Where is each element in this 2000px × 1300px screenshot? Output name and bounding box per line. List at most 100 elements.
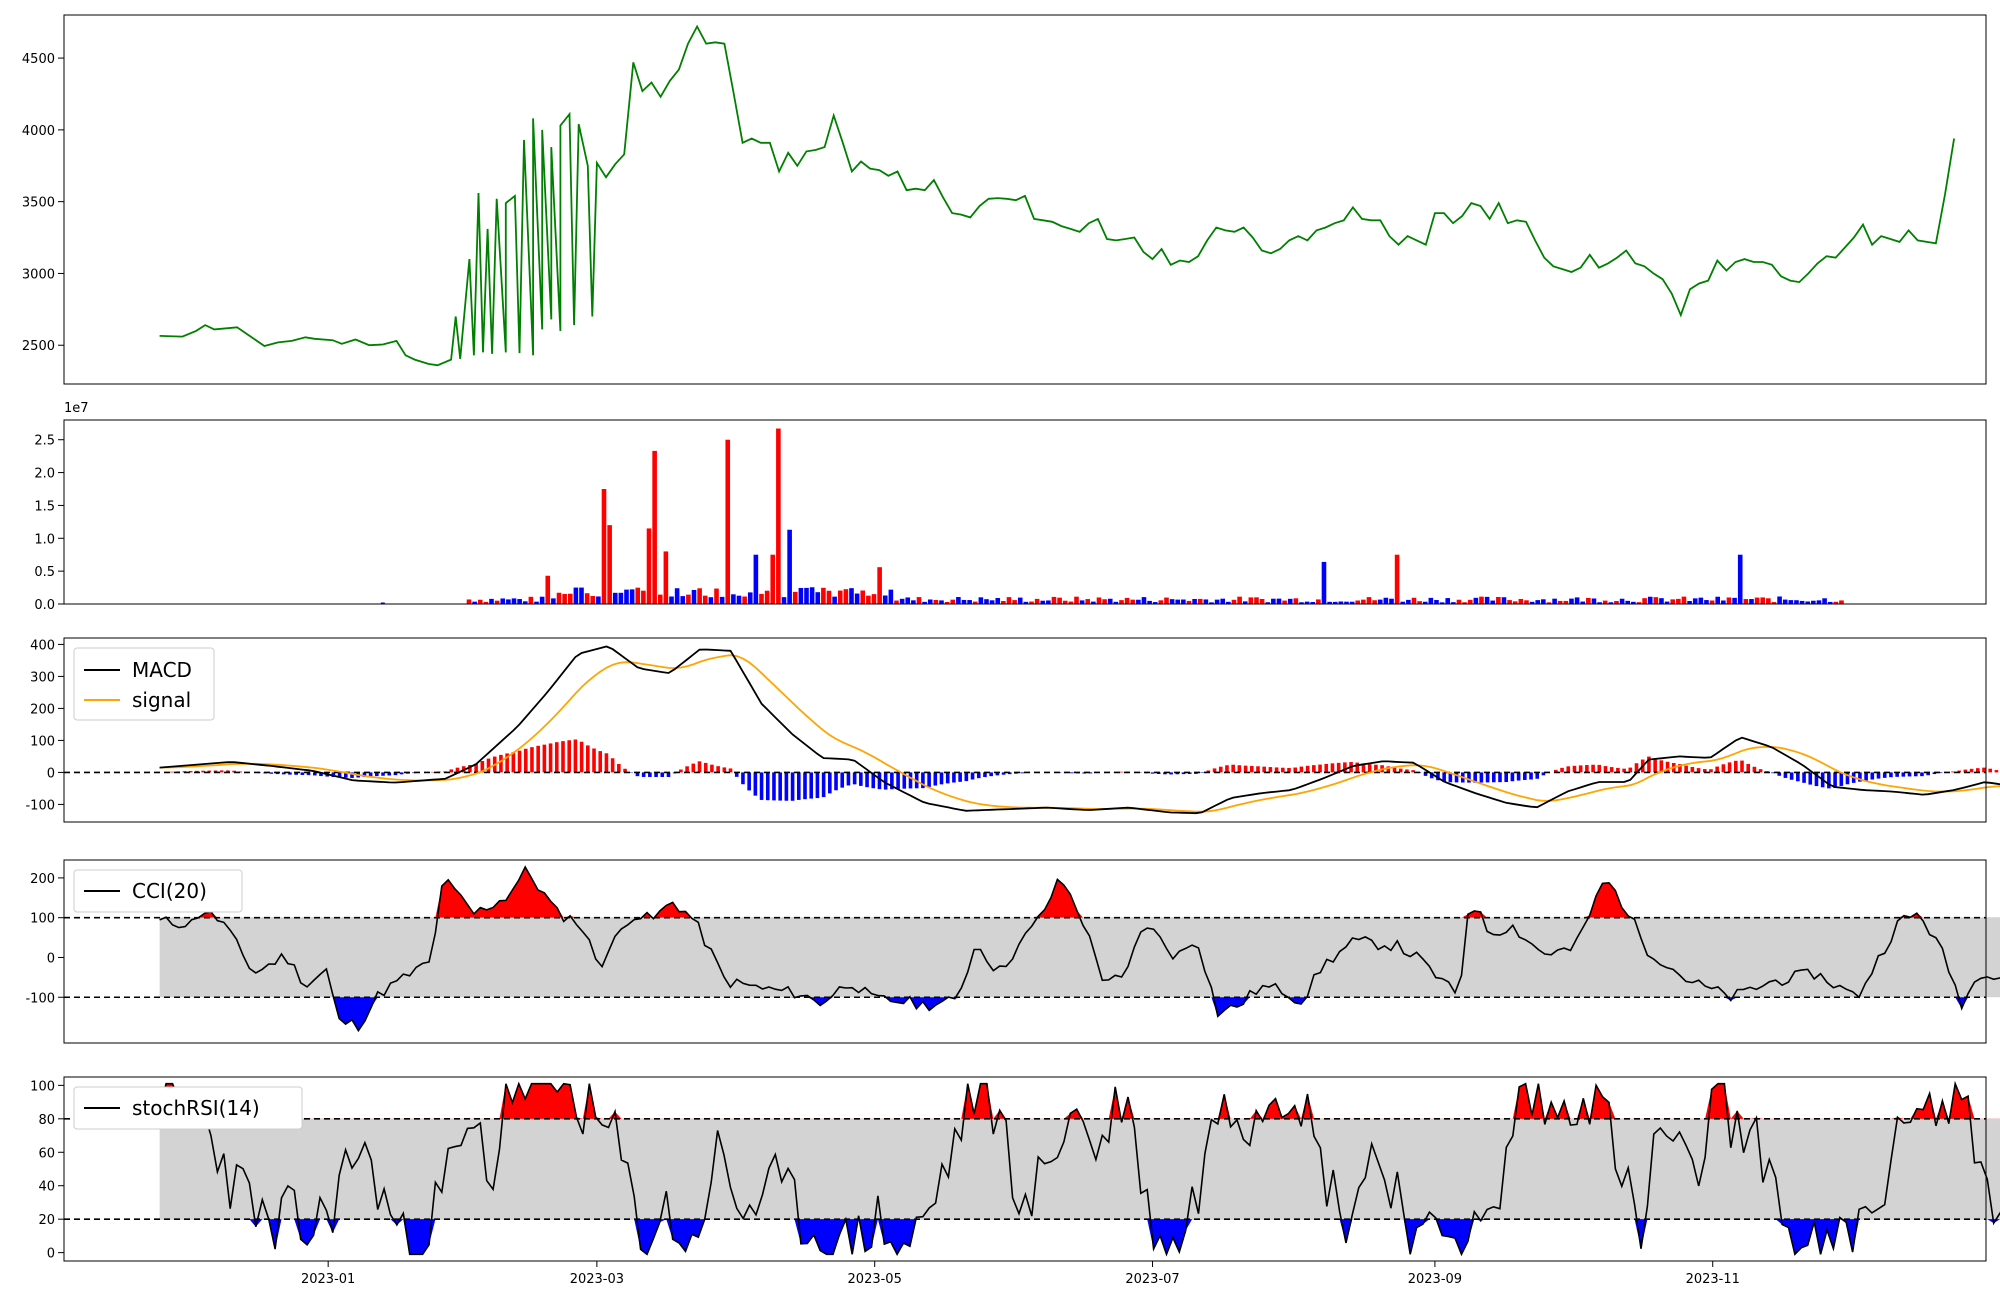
macd-hist-bar [890, 772, 894, 790]
volume-bar [466, 599, 472, 604]
volume-bar [573, 587, 579, 604]
macd-hist-bar [1429, 772, 1434, 779]
macd-hist-bar [368, 772, 373, 777]
volume-bar [1203, 599, 1209, 604]
macd-hist-bar [1740, 760, 1744, 773]
volume-bar [1152, 602, 1158, 604]
volume-bar [1158, 600, 1164, 604]
xtick-label: 2023-07 [1125, 1272, 1179, 1287]
macd-hist-bar [1175, 772, 1180, 775]
volume-bar [1754, 597, 1760, 604]
macd-hist-bar [1473, 772, 1477, 783]
macd-hist-bar [983, 772, 987, 778]
volume-bar [944, 601, 950, 604]
ytick-label-cci: 100 [30, 912, 55, 927]
macd-hist-bar [1827, 772, 1831, 789]
volume-bar [1777, 596, 1782, 604]
ytick-label-stochrsi: 60 [38, 1146, 55, 1161]
volume-bar [1541, 599, 1546, 604]
macd-hist-bar [1001, 772, 1006, 775]
macd-hist-bar [815, 772, 820, 799]
macd-hist-bar [765, 772, 770, 801]
volume-bar [556, 592, 562, 604]
volume-bar [641, 590, 646, 604]
macd-hist-bar [306, 772, 311, 776]
volume-bar [1659, 598, 1664, 604]
volume-bar [494, 600, 500, 604]
ytick-label-volume: 1.0 [34, 532, 55, 547]
volume-bar [1304, 601, 1310, 604]
volume-bar [1034, 598, 1040, 604]
macd-hist-bar [213, 770, 218, 773]
macd-hist-bar [312, 772, 317, 776]
volume-bar [1811, 600, 1816, 604]
ytick-label-price: 4500 [22, 52, 55, 67]
macd-hist-bar [1690, 766, 1695, 773]
volume-bar [1001, 600, 1006, 604]
ytick-label-stochrsi: 0 [47, 1247, 55, 1262]
macd-hist-bar [1882, 772, 1887, 778]
macd-hist-bar [188, 771, 193, 773]
macd-hist-bar [921, 772, 925, 789]
volume-bar [837, 590, 843, 604]
volume-bar [674, 588, 680, 604]
ytick-label-macd: 100 [30, 734, 55, 749]
volume-bar [956, 597, 961, 604]
macd-hist-bar [1609, 767, 1614, 773]
volume-bar [1119, 600, 1124, 604]
macd-hist-bar [1088, 772, 1093, 774]
volume-bar [612, 592, 618, 604]
macd-hist-bar [1963, 769, 1968, 773]
macd-hist-bar [834, 772, 838, 791]
macd-hist-bar [952, 772, 956, 783]
legend-label-cci: CCI(20) [132, 879, 207, 903]
volume-bar [1692, 598, 1698, 604]
macd-hist-bar [1957, 770, 1961, 773]
macd-hist-bar [852, 772, 857, 785]
volume-bar [1709, 600, 1715, 604]
macd-hist-bar [1281, 767, 1285, 773]
volume-bar [1321, 561, 1327, 604]
macd-hist-bar [778, 772, 782, 801]
macd-hist-bar [486, 758, 491, 773]
volume-bar [1557, 600, 1563, 604]
axes-frame-price [63, 14, 1987, 385]
ytick-label-macd: -100 [25, 798, 55, 813]
volume-bar [1636, 602, 1642, 604]
macd-hist-bar [809, 772, 814, 799]
macd-hist-bar [1647, 756, 1651, 773]
macd-hist-bar [1659, 760, 1664, 773]
volume-bar [1141, 597, 1147, 604]
macd-hist-bar [865, 772, 869, 788]
volume-bar [1327, 601, 1332, 604]
volume-bar [1057, 597, 1062, 604]
macd-hist-bar [1566, 766, 1571, 773]
volume-bar [1422, 601, 1428, 604]
volume-bar [1484, 596, 1490, 604]
ytick-label-cci: 200 [30, 872, 55, 887]
ytick-label-price: 4000 [22, 124, 55, 139]
volume-bar [1687, 601, 1692, 604]
volume-bar [1338, 601, 1344, 604]
volume-bar [1698, 597, 1704, 604]
xtick-label: 2023-11 [1686, 1272, 1740, 1287]
volume-bar [939, 600, 944, 604]
macd-hist-bar [703, 762, 708, 773]
macd-hist-bar [1398, 768, 1403, 773]
xtick-label: 2023-09 [1408, 1272, 1462, 1287]
volume-bar [522, 601, 528, 604]
volume-bar [1653, 597, 1659, 604]
macd-hist-bar [238, 771, 243, 773]
volume-bar [646, 528, 652, 604]
macd-hist-bar [1249, 765, 1254, 773]
macd-hist-bar [362, 772, 367, 777]
macd-line [159, 645, 2000, 815]
volume-bar [663, 551, 669, 604]
volume-bar [1743, 599, 1749, 604]
macd-hist-bar [1901, 772, 1906, 777]
cci-legend [73, 869, 243, 913]
macd-hist-bar [1920, 772, 1924, 777]
macd-hist-bar [1268, 767, 1273, 773]
volume-bar [821, 587, 826, 604]
volume-bar [1788, 600, 1794, 604]
